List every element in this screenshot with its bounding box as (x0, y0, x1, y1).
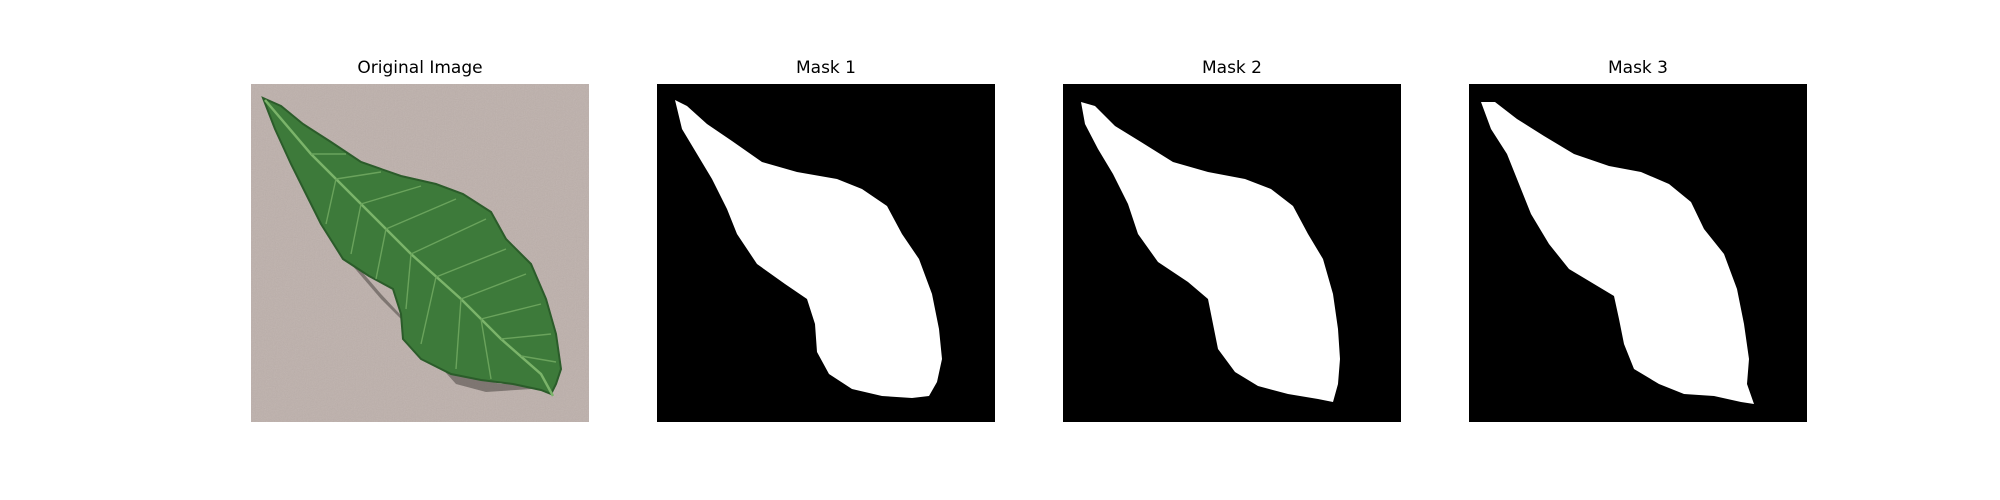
mask-1-image (657, 84, 995, 422)
leaf-veins (311, 153, 557, 380)
mask-2-leaf-region (1081, 102, 1340, 402)
panel-title-mask-1: Mask 1 (795, 58, 856, 78)
mask-3-panel (1469, 84, 1807, 422)
panel-title-mask-3: Mask 3 (1607, 58, 1668, 78)
mask-2-image (1063, 84, 1401, 422)
panel-title-original: Original Image (357, 58, 483, 78)
original-image-panel (251, 84, 589, 422)
mask-2-panel (1063, 84, 1401, 422)
mask-1-leaf-region (675, 100, 942, 398)
panel-title-mask-2: Mask 2 (1201, 58, 1262, 78)
leaf-photo (251, 84, 589, 422)
mask-1-panel (657, 84, 995, 422)
mask-3-leaf-region (1481, 102, 1754, 404)
mask-3-image (1469, 84, 1807, 422)
